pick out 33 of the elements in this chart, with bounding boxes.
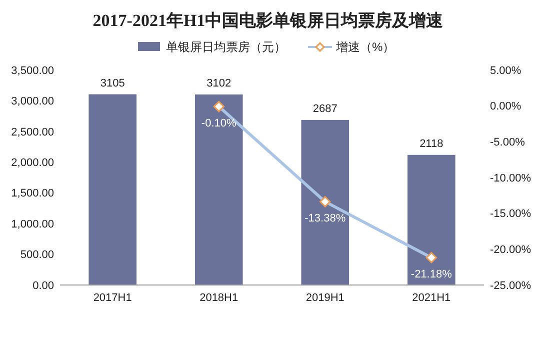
- data-label: 2118: [420, 138, 444, 150]
- bar: [301, 120, 350, 285]
- legend-label: 增速（%）: [335, 40, 395, 54]
- bar: [407, 154, 456, 285]
- data-label: 2687: [312, 102, 338, 115]
- chart-title: 2017-2021年H1中国电影单银屏日均票房及增速: [92, 11, 444, 30]
- y-tick-label: 500.00: [20, 249, 54, 262]
- bar: [88, 94, 137, 285]
- bar: [194, 94, 243, 285]
- data-label: 3105: [100, 77, 125, 90]
- data-label: -21.18%: [410, 268, 452, 281]
- y2-tick-label: 5.00%: [490, 64, 522, 77]
- y-tick-label: 1,500.00: [11, 188, 54, 200]
- y2-tick-label: -10.00%: [490, 172, 532, 184]
- x-tick-label: 2021H1: [412, 292, 451, 304]
- x-tick-label: 2018H1: [200, 292, 238, 304]
- data-label: 3102: [206, 77, 232, 90]
- x-tick-label: 2017H1: [93, 292, 132, 304]
- y-tick-label: 2,000.00: [11, 156, 54, 169]
- y-tick-label: 0.00: [32, 280, 54, 292]
- y2-tick-label: -25.00%: [490, 280, 532, 292]
- y-tick-label: 1,000.00: [11, 218, 54, 230]
- y2-tick-label: 0.00%: [490, 100, 522, 113]
- data-label: -13.38%: [304, 212, 346, 225]
- y2-tick-label: -5.00%: [490, 136, 526, 149]
- legend-label: 单银屏日均票房（元）: [166, 40, 286, 54]
- x-tick-label: 2019H1: [306, 292, 344, 304]
- y-tick-label: 2,500.00: [11, 126, 54, 138]
- y2-tick-label: -15.00%: [490, 208, 532, 220]
- data-label: -0.10%: [201, 118, 237, 130]
- y-tick-label: 3,500.00: [11, 64, 54, 77]
- y2-tick-label: -20.00%: [490, 244, 532, 256]
- y-tick-label: 3,000.00: [11, 96, 54, 108]
